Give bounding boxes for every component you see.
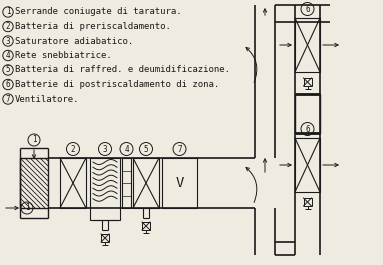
Bar (142, 222, 150, 230)
Bar (20, 158, 48, 208)
Text: 1: 1 (6, 7, 10, 16)
Text: 3: 3 (103, 144, 107, 153)
Text: 5: 5 (144, 144, 148, 153)
Bar (303, 78, 311, 86)
Text: Batterie di postriscaldamento di zona.: Batterie di postriscaldamento di zona. (15, 80, 219, 89)
Bar (122, 158, 131, 208)
Text: 1: 1 (25, 204, 29, 213)
Text: 5: 5 (6, 65, 10, 74)
Bar (295, 138, 320, 192)
Text: Saturatore adiabatico.: Saturatore adiabatico. (15, 37, 133, 46)
Bar (133, 158, 159, 208)
Text: 3: 3 (6, 37, 10, 46)
Text: 4: 4 (6, 51, 10, 60)
Text: 2: 2 (6, 22, 10, 31)
Bar (101, 234, 109, 242)
Text: Batteria di raffred. e deumidificazione.: Batteria di raffred. e deumidificazione. (15, 65, 230, 74)
Text: 7: 7 (177, 144, 182, 153)
Text: 6: 6 (6, 80, 10, 89)
Text: Rete snebbiatrice.: Rete snebbiatrice. (15, 51, 112, 60)
Text: Serrande coniugate di taratura.: Serrande coniugate di taratura. (15, 7, 182, 16)
Text: 7: 7 (6, 95, 10, 104)
Bar (90, 158, 120, 220)
Text: 6: 6 (305, 125, 310, 134)
Text: Ventilatore.: Ventilatore. (15, 95, 80, 104)
Text: 4: 4 (124, 144, 129, 153)
Text: 2: 2 (71, 144, 75, 153)
Bar (303, 198, 311, 206)
Text: 6: 6 (305, 5, 310, 14)
Bar (162, 158, 197, 208)
Text: V: V (175, 176, 184, 190)
Bar (295, 18, 320, 72)
Text: 1: 1 (32, 135, 36, 144)
Bar (60, 158, 86, 208)
Bar (295, 94, 320, 133)
Text: Batteria di preriscaldamento.: Batteria di preriscaldamento. (15, 22, 171, 31)
